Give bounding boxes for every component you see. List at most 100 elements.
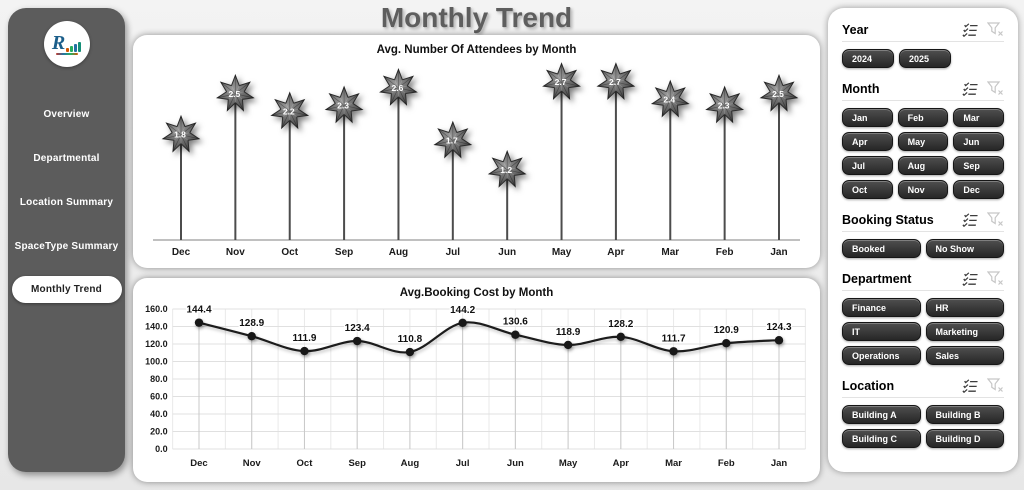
line-point-feb[interactable] — [722, 339, 731, 348]
chart-grid — [172, 308, 806, 450]
star-marker-may[interactable]: 2.7 — [542, 62, 581, 101]
select-all-icon[interactable] — [962, 22, 979, 37]
filter-section-department: Department Finance HR IT Marketing Operations… — [842, 266, 1004, 365]
star-data-label: 1.8 — [174, 130, 186, 140]
filter-option-department-hr[interactable]: HR — [925, 298, 1004, 317]
filter-option-month-oct[interactable]: Oct — [842, 180, 893, 199]
booking-cost-chart-card: Avg.Booking Cost by Month 0.0 20.0 40.0 60.… — [133, 278, 820, 482]
filter-option-department-operations[interactable]: Operations — [842, 346, 921, 365]
filter-option-year-2025[interactable]: 2025 — [899, 49, 951, 68]
filter-header-year: Year — [842, 17, 1004, 42]
line-point-jul[interactable] — [458, 318, 467, 328]
star-marker-jun[interactable]: 1.2 — [487, 149, 527, 188]
x-tick-label: May — [559, 458, 578, 469]
line-point-nov[interactable] — [247, 332, 256, 341]
line-point-dec[interactable] — [194, 318, 204, 327]
attendees-chart-title: Avg. Number Of Attendees by Month — [376, 44, 577, 56]
select-all-icon[interactable] — [962, 212, 979, 227]
select-all-icon[interactable] — [962, 81, 979, 96]
filter-option-year-2024[interactable]: 2024 — [842, 49, 894, 68]
filter-section-month: Month Jan Feb Mar Apr May Jun Jul Aug Sep Oct Nov De… — [842, 76, 1004, 199]
clear-filter-icon[interactable] — [987, 271, 1004, 286]
clear-filter-icon[interactable] — [987, 81, 1004, 96]
clear-filter-icon[interactable] — [987, 22, 1004, 37]
clear-filter-icon[interactable] — [987, 378, 1004, 393]
star-marker-nov[interactable]: 2.5 — [215, 73, 255, 112]
star-marker-apr[interactable]: 2.7 — [596, 62, 636, 101]
x-tick-label: Oct — [297, 458, 314, 469]
filter-header-icons — [962, 22, 1004, 37]
select-all-icon[interactable] — [962, 378, 979, 393]
line-point-jan[interactable] — [774, 336, 784, 345]
filter-option-location-building-d[interactable]: Building D — [925, 429, 1004, 448]
filter-header-icons — [962, 81, 1004, 96]
sidebar-nav: Overview Departmental Location Summary Spac… — [8, 100, 125, 319]
star-marker-sep[interactable]: 2.3 — [324, 85, 364, 124]
x-tick-label: Apr — [607, 247, 624, 258]
filter-option-department-it[interactable]: IT — [842, 322, 921, 341]
line-data-label: 111.9 — [292, 333, 316, 344]
line-data-label: 128.9 — [239, 318, 264, 329]
star-marker-mar[interactable]: 2.4 — [650, 79, 690, 118]
filter-option-location-building-b[interactable]: Building B — [925, 405, 1004, 424]
filter-option-month-dec[interactable]: Dec — [953, 180, 1004, 199]
line-point-jun[interactable] — [511, 330, 520, 339]
star-marker-jan[interactable]: 2.5 — [759, 73, 799, 112]
filter-option-month-jan[interactable]: Jan — [842, 108, 893, 127]
sidebar-item-departmental[interactable]: Departmental — [33, 152, 100, 164]
filter-option-department-finance[interactable]: Finance — [842, 298, 921, 317]
filter-option-department-marketing[interactable]: Marketing — [925, 322, 1004, 341]
filter-option-month-mar[interactable]: Mar — [953, 108, 1004, 127]
filter-option-month-aug[interactable]: Aug — [897, 156, 949, 175]
sidebar-item-spacetype-summary[interactable]: SpaceType Summary — [14, 240, 119, 252]
booking-cost-line-chart: 0.0 20.0 40.0 60.0 80.0 100.0 120.0 140.0 160.0 1… — [133, 299, 820, 479]
filter-option-month-jun[interactable]: Jun — [953, 132, 1004, 151]
star-data-label: 2.5 — [772, 89, 784, 99]
logo-bars-icon — [66, 41, 82, 52]
line-point-oct[interactable] — [300, 346, 309, 356]
select-all-icon[interactable] — [962, 271, 979, 286]
sidebar: R Overview Departmental Location Summary Sp… — [8, 8, 125, 472]
clear-filter-icon[interactable] — [987, 212, 1004, 227]
filter-title-location: Location — [842, 378, 895, 393]
filter-option-location-building-a[interactable]: Building A — [842, 405, 921, 424]
star-marker-feb[interactable]: 2.3 — [705, 85, 745, 124]
filter-option-month-feb[interactable]: Feb — [897, 108, 949, 127]
filter-section-booking-status: Booking Status Booked No Show — [842, 207, 1004, 258]
sidebar-item-overview[interactable]: Overview — [43, 108, 90, 120]
filter-option-booking-status-booked[interactable]: Booked — [842, 239, 921, 258]
filter-header-location: Location — [842, 373, 1004, 398]
line-data-label: 130.6 — [503, 317, 528, 328]
star-marker-dec[interactable]: 1.8 — [161, 114, 201, 153]
filter-option-month-apr[interactable]: Apr — [842, 132, 893, 151]
star-data-label: 2.5 — [228, 89, 240, 99]
filter-option-department-sales[interactable]: Sales — [925, 346, 1004, 365]
y-tick-label: 80.0 — [150, 374, 168, 384]
sidebar-item-monthly-trend[interactable]: Monthly Trend — [11, 276, 122, 303]
star-marker-oct[interactable]: 2.2 — [270, 91, 310, 130]
line-point-apr[interactable] — [616, 332, 626, 342]
sidebar-item-location-summary[interactable]: Location Summary — [19, 196, 114, 208]
line-data-label: 110.8 — [398, 334, 423, 345]
x-tick-label: Sep — [348, 458, 366, 469]
filter-option-month-jul[interactable]: Jul — [842, 156, 893, 175]
line-point-aug[interactable] — [405, 347, 415, 357]
x-tick-label: May — [552, 247, 572, 258]
line-point-mar[interactable] — [669, 347, 678, 356]
filter-option-month-sep[interactable]: Sep — [953, 156, 1004, 175]
y-tick-label: 100.0 — [145, 357, 168, 367]
line-data-label: 144.2 — [450, 305, 475, 316]
filter-option-location-building-c[interactable]: Building C — [842, 429, 921, 448]
line-point-sep[interactable] — [352, 336, 362, 346]
line-data-label: 111.7 — [662, 333, 686, 344]
filter-option-month-nov[interactable]: Nov — [897, 180, 949, 199]
filter-option-month-may[interactable]: May — [897, 132, 949, 151]
star-marker-aug[interactable]: 2.6 — [379, 67, 418, 106]
star-marker-jul[interactable]: 1.7 — [433, 120, 473, 159]
line-point-may[interactable] — [563, 340, 573, 350]
x-tick-label: Jul — [456, 458, 470, 469]
filter-option-booking-status-no-show[interactable]: No Show — [925, 239, 1004, 258]
x-tick-label: Feb — [716, 247, 734, 258]
y-tick-label: 0.0 — [155, 444, 168, 454]
